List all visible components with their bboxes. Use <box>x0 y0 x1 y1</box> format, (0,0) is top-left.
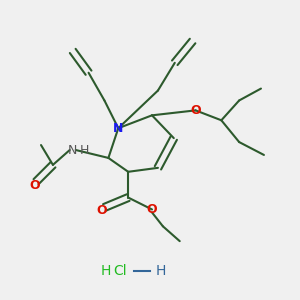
Text: H: H <box>79 143 88 157</box>
Text: O: O <box>190 104 201 117</box>
Text: Cl: Cl <box>113 264 127 278</box>
Text: O: O <box>29 179 40 192</box>
Text: N: N <box>68 143 77 157</box>
Text: O: O <box>96 204 107 217</box>
Text: N: N <box>113 122 124 135</box>
Text: O: O <box>147 203 157 216</box>
Text: H: H <box>155 264 166 278</box>
Text: H: H <box>100 264 111 278</box>
